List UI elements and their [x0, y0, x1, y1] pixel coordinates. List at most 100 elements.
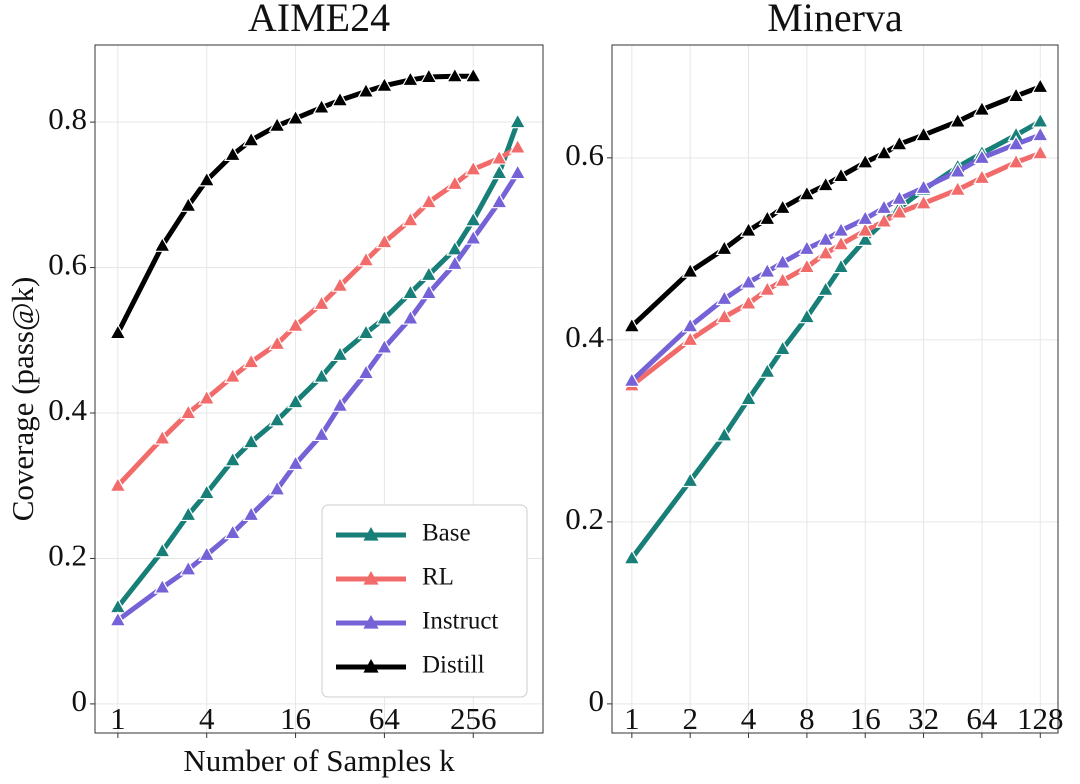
- marker: [509, 163, 527, 180]
- marker: [109, 476, 127, 492]
- marker: [357, 363, 375, 380]
- marker: [242, 131, 260, 147]
- y-tick-label: 0.4: [48, 392, 87, 427]
- chart-title: Minerva: [767, 0, 903, 40]
- marker: [198, 483, 216, 500]
- marker: [153, 429, 171, 445]
- marker: [798, 257, 816, 274]
- x-tick-label: 1: [624, 701, 640, 736]
- marker: [758, 262, 776, 278]
- marker: [973, 148, 991, 165]
- marker: [268, 411, 286, 427]
- marker: [798, 307, 816, 324]
- marker: [198, 389, 216, 405]
- legend-marker: [363, 527, 379, 541]
- marker: [224, 451, 242, 467]
- marker: [739, 294, 758, 310]
- marker: [758, 362, 776, 378]
- marker: [242, 352, 260, 369]
- y-tick-label: 0.8: [48, 101, 87, 136]
- marker: [817, 280, 835, 297]
- marker: [357, 251, 375, 267]
- x-axis-label: Number of Samples k: [183, 743, 455, 778]
- marker: [109, 323, 127, 340]
- marker: [1007, 86, 1025, 103]
- marker: [312, 425, 331, 442]
- x-tick-label: 256: [450, 701, 497, 736]
- marker: [832, 166, 850, 183]
- axes-frame: [94, 44, 544, 734]
- y-tick-label: 0: [589, 683, 605, 718]
- marker: [715, 426, 733, 442]
- marker: [875, 212, 893, 228]
- marker: [153, 541, 171, 558]
- marker: [774, 339, 792, 356]
- legend-marker: [363, 659, 379, 673]
- marker: [739, 273, 758, 289]
- x-tick-label: 64: [369, 701, 401, 736]
- marker: [286, 392, 305, 409]
- marker: [817, 175, 835, 192]
- marker: [914, 125, 933, 142]
- marker: [832, 235, 850, 251]
- marker: [856, 209, 874, 226]
- marker: [179, 560, 197, 576]
- marker: [268, 334, 286, 351]
- marker: [715, 307, 733, 324]
- marker: [312, 294, 331, 311]
- marker: [856, 153, 874, 169]
- marker: [286, 109, 305, 125]
- marker: [312, 367, 331, 383]
- marker: [357, 323, 375, 340]
- y-tick-label: 0.2: [48, 538, 87, 573]
- legend-label: Instruct: [422, 608, 498, 635]
- marker: [153, 578, 171, 594]
- marker: [949, 162, 967, 178]
- marker: [973, 168, 991, 185]
- marker: [1007, 153, 1025, 169]
- legend-box: [321, 504, 528, 698]
- x-tick-label: 32: [908, 701, 939, 736]
- marker: [681, 262, 699, 278]
- y-tick-label: 0.4: [565, 319, 604, 354]
- marker: [817, 230, 835, 246]
- legend-label: Base: [422, 520, 471, 547]
- marker: [715, 239, 733, 256]
- marker: [420, 192, 438, 209]
- marker: [490, 149, 508, 165]
- marker: [153, 236, 171, 252]
- marker: [375, 76, 394, 92]
- marker: [375, 232, 394, 249]
- x-tick-label: 4: [741, 701, 757, 736]
- marker: [109, 611, 127, 627]
- marker: [375, 309, 394, 325]
- marker: [856, 221, 874, 237]
- marker: [856, 230, 874, 246]
- marker: [890, 203, 908, 219]
- marker: [774, 253, 792, 269]
- marker: [224, 145, 242, 162]
- marker: [401, 70, 420, 87]
- legend-label: Distill: [422, 652, 485, 679]
- marker: [198, 545, 216, 562]
- marker: [715, 289, 733, 306]
- x-tick-label: 16: [850, 701, 881, 736]
- marker: [331, 91, 349, 107]
- marker: [681, 471, 699, 488]
- marker: [420, 265, 438, 282]
- chart-title: AIME24: [248, 0, 390, 40]
- marker: [268, 116, 286, 132]
- marker: [446, 254, 464, 271]
- marker: [681, 316, 699, 333]
- axes-frame: [611, 44, 1059, 734]
- marker: [179, 196, 197, 212]
- y-axis-label: Coverage (pass@k): [5, 277, 40, 522]
- marker: [890, 134, 908, 151]
- y-tick-label: 0.6: [565, 137, 604, 172]
- marker: [401, 283, 420, 300]
- marker: [774, 271, 792, 287]
- marker: [446, 174, 464, 191]
- marker: [1031, 112, 1049, 128]
- marker: [331, 345, 349, 362]
- marker: [242, 505, 260, 522]
